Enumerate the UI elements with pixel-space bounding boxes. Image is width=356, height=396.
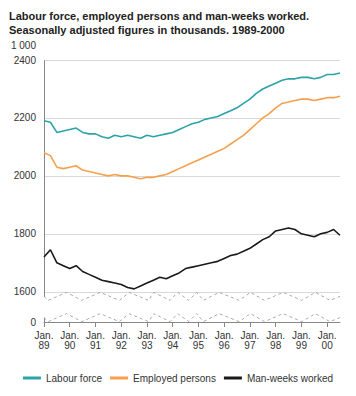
svg-text:94: 94 [167, 340, 179, 351]
svg-text:Jan.: Jan. [86, 329, 105, 341]
svg-text:2200: 2200 [14, 112, 37, 123]
svg-text:Labour force, employed persons: Labour force, employed persons and man-w… [9, 10, 312, 22]
svg-text:Jan.: Jan. [60, 329, 80, 341]
svg-text:Seasonally adjusted figures in: Seasonally adjusted figures in thousands… [9, 24, 285, 36]
svg-text:Jan.: Jan. [266, 329, 286, 341]
svg-text:Jan.: Jan. [163, 329, 183, 341]
svg-text:Labour force: Labour force [46, 373, 103, 384]
svg-text:Jan.: Jan. [111, 329, 131, 341]
svg-text:1600: 1600 [14, 286, 37, 297]
svg-text:Jan.: Jan. [214, 329, 234, 341]
svg-text:Man-weeks worked: Man-weeks worked [247, 373, 333, 384]
svg-text:00: 00 [322, 340, 334, 351]
svg-text:97: 97 [244, 340, 256, 351]
svg-text:1800: 1800 [14, 228, 37, 239]
svg-text:Jan.: Jan. [189, 329, 208, 341]
svg-text:2400: 2400 [14, 55, 37, 66]
svg-text:Employed persons: Employed persons [133, 373, 216, 384]
svg-text:0: 0 [30, 317, 36, 328]
svg-text:99: 99 [296, 340, 308, 351]
svg-text:Jan.: Jan. [34, 329, 54, 341]
svg-text:95: 95 [193, 340, 205, 351]
svg-text:93: 93 [141, 340, 153, 351]
svg-text:Jan.: Jan. [317, 329, 337, 341]
svg-text:1 000: 1 000 [11, 40, 36, 51]
svg-text:92: 92 [116, 340, 128, 351]
svg-text:Jan.: Jan. [240, 329, 260, 341]
svg-text:2000: 2000 [14, 170, 37, 181]
svg-text:89: 89 [38, 340, 50, 351]
svg-text:90: 90 [64, 340, 76, 351]
svg-text:91: 91 [90, 340, 102, 351]
svg-text:96: 96 [219, 340, 231, 351]
svg-text:Jan.: Jan. [291, 329, 311, 341]
svg-text:98: 98 [270, 340, 282, 351]
svg-text:Jan.: Jan. [137, 329, 157, 341]
